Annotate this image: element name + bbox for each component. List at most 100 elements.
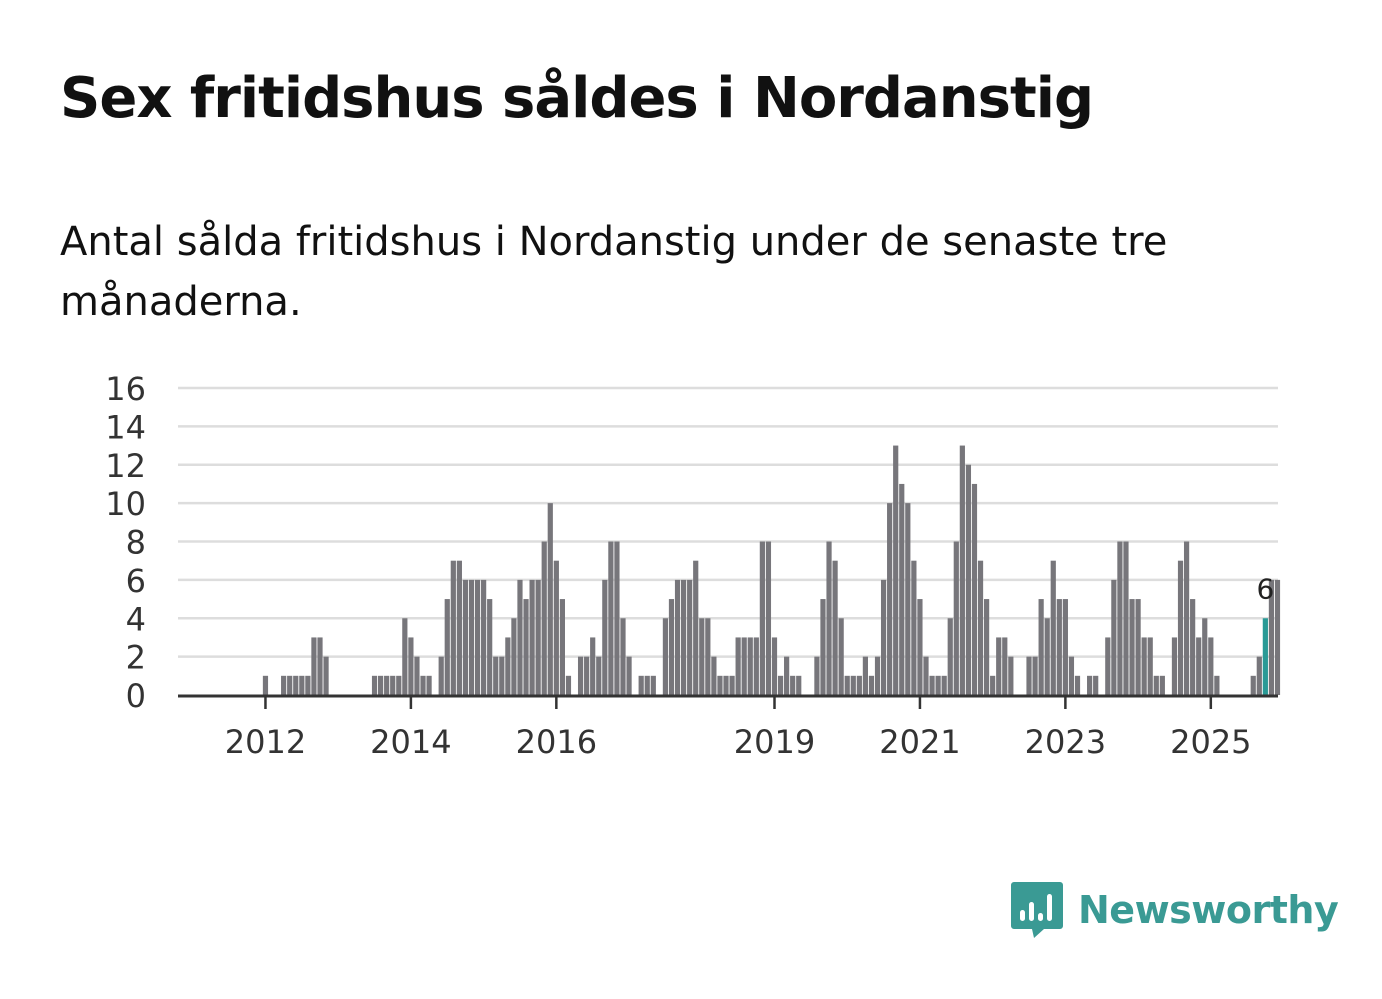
bar [559,599,565,695]
bar [1087,675,1093,695]
bar [1153,675,1159,695]
bar [911,560,917,695]
y-tick-label: 12 [105,447,146,485]
bar [868,675,875,695]
bar [1159,675,1165,695]
x-tick-label: 2025 [1170,723,1251,761]
newsworthy-logo[interactable]: Newsworthy [1010,880,1339,940]
bar [729,675,735,695]
bar [1062,599,1068,695]
bar [517,579,523,695]
bar [1056,599,1062,695]
bar [1256,656,1262,695]
bar [456,560,462,695]
bar [487,599,493,695]
bar [402,618,408,695]
bar [771,637,778,695]
bar [396,675,402,695]
bar [874,656,881,695]
bar [450,560,456,695]
bar-series [262,445,1281,695]
bar [602,579,608,695]
highlight-value-label: 6 [1256,572,1274,605]
brand-name: Newsworthy [1078,888,1339,932]
bar [468,579,475,695]
y-tick-label: 8 [126,524,146,562]
bar [626,656,632,695]
x-tick-label: 2012 [225,723,306,761]
bar [650,675,656,695]
bar [1196,637,1202,695]
bar [1050,560,1056,695]
bar [371,675,378,695]
x-tick-label: 2016 [516,723,597,761]
bar [662,618,669,695]
bar [674,579,681,695]
bar [462,579,469,695]
bar [1026,656,1032,695]
bar [1074,675,1081,695]
x-tick-label: 2023 [1025,723,1106,761]
bar [747,637,753,695]
bar [426,675,432,695]
bar [838,618,844,695]
bar [820,599,826,695]
bar [1111,579,1117,695]
bar [711,656,717,695]
bar [529,579,535,695]
grid-lines [178,386,1278,658]
bar [668,599,675,695]
bar [699,618,705,695]
bar [281,675,287,695]
bar [596,656,602,695]
bar [844,675,850,695]
bar [553,560,559,695]
bar [1250,675,1256,695]
bar [953,541,959,695]
bar [608,541,614,695]
bar [990,675,996,695]
bar [735,637,741,695]
bar [378,675,384,695]
bar [420,675,426,695]
bar [390,675,396,695]
bar [1183,541,1190,695]
bar [1068,656,1075,695]
bar [753,637,759,695]
bar [499,656,505,695]
bar [959,445,965,695]
bar [523,599,529,695]
bar [1177,560,1184,695]
bar [880,579,887,695]
y-tick-label: 16 [105,370,146,408]
bar [384,675,390,695]
bar [1190,599,1196,695]
bar [1141,637,1147,695]
bar [638,675,644,695]
x-tick-label: 2019 [734,723,815,761]
bar [832,560,838,695]
bar [705,618,711,695]
chart-title: Sex fritidshus såldes i Nordanstig [60,66,1094,131]
bar [323,656,329,695]
highlighted-bar [1262,618,1268,695]
bar [590,637,596,695]
bar [971,483,978,695]
bar [777,675,784,695]
bar [1002,637,1008,695]
bar [826,541,832,695]
data-labels: 6 [1256,572,1274,605]
bar [856,675,862,695]
bar [262,675,269,695]
bar [414,656,420,695]
bar [790,675,796,695]
bar [493,656,499,695]
bar [1274,579,1281,695]
bar [850,675,856,695]
chart-subtitle: Antal sålda fritidshus i Nordanstig unde… [60,219,1168,325]
bar [784,656,790,695]
bar [408,637,414,695]
bar [899,483,905,695]
